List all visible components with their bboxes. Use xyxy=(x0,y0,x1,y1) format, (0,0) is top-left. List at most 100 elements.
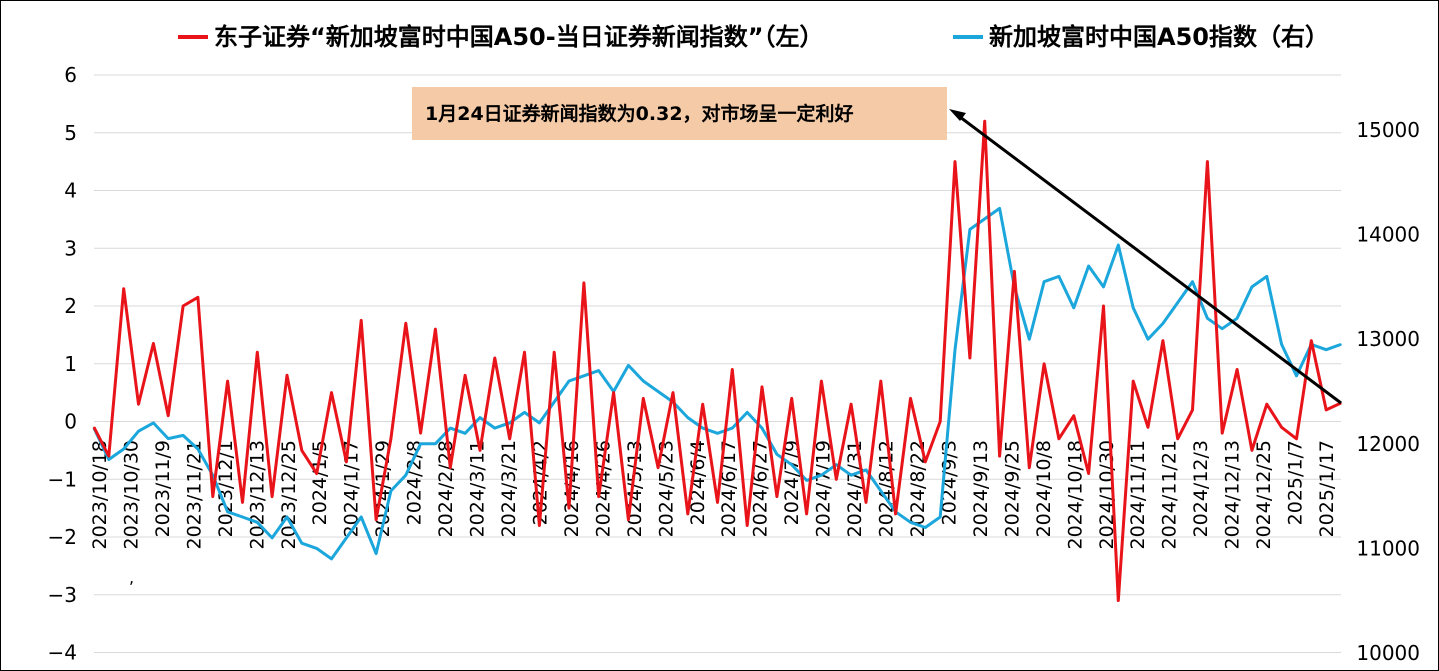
data-point-a50-index xyxy=(1117,244,1120,246)
data-point-a50-index xyxy=(790,463,793,466)
data-point-news-index xyxy=(880,380,882,382)
data-point-a50-index xyxy=(701,427,704,429)
x-tick-label: 2024/6/27 xyxy=(750,440,772,537)
data-point-news-index xyxy=(1236,368,1238,371)
data-point-a50-index xyxy=(182,434,184,437)
data-point-news-index xyxy=(464,374,466,377)
data-point-a50-index xyxy=(850,474,852,477)
data-point-news-index xyxy=(494,357,496,359)
data-point-a50-index xyxy=(301,542,303,544)
right-y-tick-label: 14000 xyxy=(1356,223,1420,247)
x-tick-label: 2024/3/21 xyxy=(498,440,520,537)
data-point-a50-index xyxy=(419,443,422,445)
data-point-news-index xyxy=(1176,438,1179,440)
data-point-news-index xyxy=(419,432,422,434)
x-tick-label: 2024/1/5 xyxy=(309,440,331,525)
right-y-tick-label: 11000 xyxy=(1356,536,1420,560)
data-point-a50-index xyxy=(375,552,377,555)
data-point-news-index xyxy=(182,305,184,307)
x-tick-label: 2023/10/30 xyxy=(120,440,142,550)
data-point-news-index xyxy=(820,380,823,382)
data-point-news-index xyxy=(197,296,199,299)
data-point-news-index xyxy=(93,426,95,429)
data-point-a50-index xyxy=(523,411,526,414)
x-tick-label: 2023/10/18 xyxy=(89,440,111,550)
series-lines xyxy=(92,119,1342,602)
data-point-a50-index xyxy=(449,427,452,429)
annotation-text: 1月24日证券新闻指数为0.32，对市场呈一定利好 xyxy=(425,102,854,125)
right-y-tick-label: 15000 xyxy=(1356,118,1420,142)
x-tick-label: 2024/12/3 xyxy=(1190,440,1212,537)
x-axis: 2023/10/18 2023/10/30 2023/11/9 2023/11/21 2… xyxy=(89,440,1338,550)
x-tick-label: 2024/11/21 xyxy=(1159,440,1181,550)
data-point-news-index xyxy=(256,351,259,354)
data-point-news-index xyxy=(1043,363,1045,365)
data-point-a50-index xyxy=(360,516,363,518)
data-point-a50-index xyxy=(390,490,392,492)
stray-mark: , xyxy=(129,568,134,587)
data-point-news-index xyxy=(1162,339,1164,342)
data-point-news-index xyxy=(746,524,748,527)
right-y-axis: 15000 14000 13000 12000 11000 10000 xyxy=(1356,118,1420,665)
left-y-tick-label: 1 xyxy=(64,352,77,376)
data-point-news-index xyxy=(1058,438,1060,440)
data-point-news-index xyxy=(405,322,407,325)
data-point-a50-index xyxy=(761,427,763,429)
data-point-news-index xyxy=(850,403,852,406)
data-point-news-index xyxy=(1280,426,1283,429)
data-point-a50-index xyxy=(464,432,466,435)
data-point-a50-index xyxy=(1191,280,1194,283)
left-y-tick-label: 0 xyxy=(64,410,77,434)
left-y-tick-label: 4 xyxy=(64,179,77,203)
data-point-news-index xyxy=(894,513,897,515)
data-point-news-index xyxy=(687,513,689,515)
x-tick-label: 2024/4/16 xyxy=(561,440,583,537)
data-point-news-index xyxy=(568,507,570,509)
data-point-a50-index xyxy=(835,463,838,466)
data-point-news-index xyxy=(776,495,778,498)
data-point-news-index xyxy=(642,397,645,400)
data-point-a50-index xyxy=(969,228,971,231)
data-point-a50-index xyxy=(494,427,496,429)
annotation-box xyxy=(412,87,947,140)
left-y-tick-label: −2 xyxy=(48,525,77,549)
data-point-news-index xyxy=(983,120,986,122)
data-point-news-index xyxy=(1221,432,1223,434)
data-point-a50-index xyxy=(805,479,808,482)
data-point-news-index xyxy=(1266,403,1268,406)
data-point-news-index xyxy=(538,524,541,527)
data-point-a50-index xyxy=(315,547,318,550)
data-point-news-index xyxy=(1087,472,1090,475)
annotation-arrow-line xyxy=(955,112,1342,405)
data-point-a50-index xyxy=(924,526,927,529)
data-point-news-index xyxy=(835,478,838,481)
data-point-news-index xyxy=(954,160,956,163)
legend: 东子证券“新加坡富时中国A50-当日证券新闻指数”（左） 新加坡富时中国A50指… xyxy=(178,23,1329,51)
x-tick-label: 2024/8/22 xyxy=(907,440,929,537)
data-point-news-index xyxy=(790,397,793,400)
data-point-news-index xyxy=(1117,599,1120,602)
data-point-a50-index xyxy=(1221,327,1223,330)
left-y-tick-label: 3 xyxy=(64,236,77,260)
data-point-a50-index xyxy=(330,558,333,560)
legend-label-left-series: 东子证券“新加坡富时中国A50-当日证券新闻指数”（左） xyxy=(214,23,823,51)
x-tick-label: 2024/12/13 xyxy=(1222,440,1244,550)
data-point-a50-index xyxy=(197,448,199,450)
data-point-a50-index xyxy=(865,469,867,471)
x-tick-label: 2024/2/8 xyxy=(404,440,426,525)
right-y-tick-label: 13000 xyxy=(1356,327,1420,351)
data-point-a50-index xyxy=(1087,265,1090,267)
right-y-tick-label: 12000 xyxy=(1356,432,1420,456)
data-point-a50-index xyxy=(1266,275,1268,278)
data-point-news-index xyxy=(508,438,511,440)
data-point-a50-index xyxy=(479,416,481,419)
data-point-a50-index xyxy=(508,422,511,424)
left-y-tick-label: 5 xyxy=(64,121,77,145)
data-point-a50-index xyxy=(746,411,748,414)
x-tick-label: 2024/11/11 xyxy=(1127,440,1149,550)
data-point-news-index xyxy=(1102,305,1105,307)
left-y-tick-label: 6 xyxy=(64,63,77,87)
data-point-a50-index xyxy=(1236,317,1238,320)
data-point-news-index xyxy=(1073,414,1075,417)
data-point-a50-index xyxy=(687,416,689,419)
